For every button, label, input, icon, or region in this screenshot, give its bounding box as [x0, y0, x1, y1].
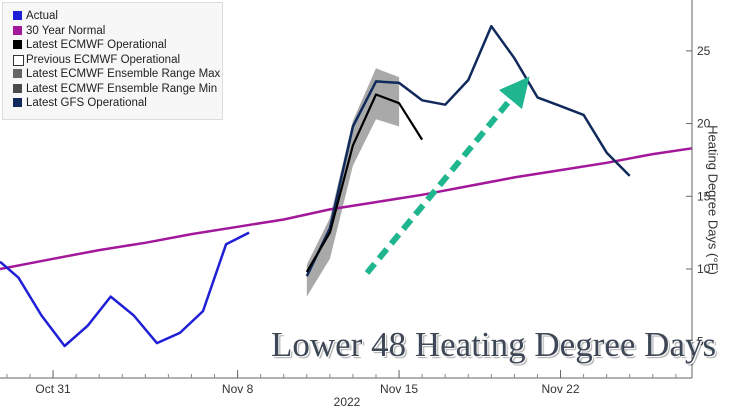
y-tick-label: 15: [697, 189, 711, 203]
trend-arrow: [364, 76, 530, 275]
legend-label: Latest ECMWF Ensemble Range Min: [26, 82, 218, 95]
legend-swatch: [13, 69, 22, 78]
x-tick-label: Oct 31: [35, 382, 71, 396]
legend-label: Latest ECMWF Operational: [26, 39, 167, 51]
y-tick-label: 20: [697, 117, 711, 131]
y-axis-label: Heating Degree Days (°F): [705, 125, 721, 275]
series-actual: [0, 231, 250, 348]
legend-swatch: [13, 11, 22, 20]
legend-swatch: [13, 98, 22, 107]
legend-label: Actual: [26, 10, 58, 22]
chart-title: Lower 48 Heating Degree Days: [271, 325, 717, 364]
y-tick-label: 25: [697, 44, 711, 58]
legend-swatch: [13, 40, 22, 49]
y-tick-label: 5: [697, 335, 704, 349]
series-layer: [0, 24, 693, 348]
axes-layer: 5 10 15 20 25 Oct 31 Nov 8 Nov 15 Nov 22 2022: [0, 0, 711, 409]
series-latest-gfs-operational: [305, 24, 631, 277]
x-tick-label: Nov 15: [380, 382, 418, 396]
legend-swatch: [13, 83, 22, 93]
legend-swatch: [13, 54, 24, 66]
legend-swatch: [13, 25, 22, 35]
x-tick-label: Nov 8: [222, 382, 254, 396]
legend-label: Latest ECMWF Ensemble Range Max: [26, 68, 221, 80]
y-tick-label: 10: [697, 262, 711, 276]
legend: Actual 30 Year Normal Latest ECMWF Operati…: [2, 2, 223, 120]
legend-label: 30 Year Normal: [26, 24, 106, 37]
legend-label: Latest GFS Operational: [26, 97, 147, 109]
x-axis-year-label: 2022: [334, 395, 361, 409]
ensemble-range-band: [306, 68, 400, 297]
x-tick-label: Nov 22: [542, 382, 580, 396]
legend-label: Previous ECMWF Operational: [26, 53, 181, 66]
series-latest-ecmwf-operational: [305, 93, 424, 273]
series-30-year-normal: [0, 147, 693, 271]
ensemble-range-layer: [306, 68, 400, 297]
